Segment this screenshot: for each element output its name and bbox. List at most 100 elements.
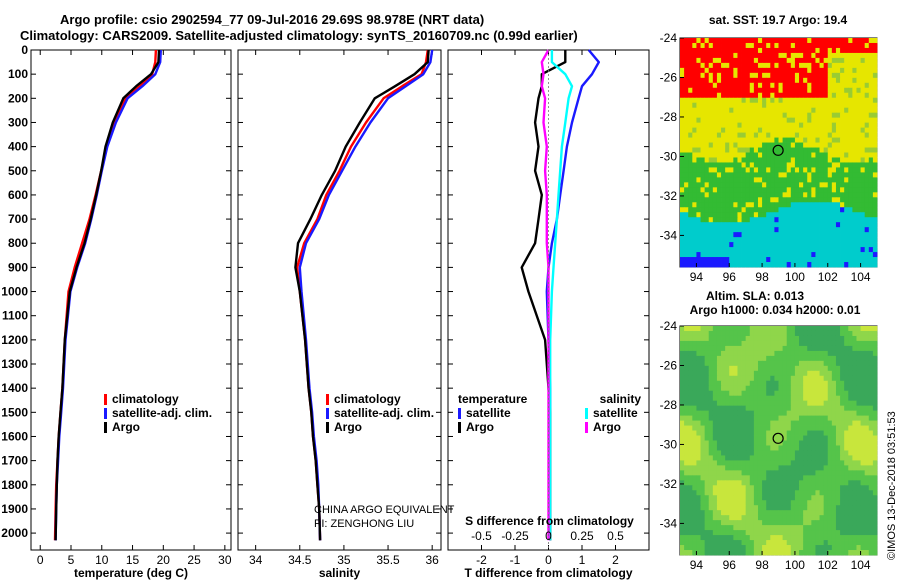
sst-map-cell [778,182,783,188]
sla-map-cell [762,405,767,412]
sla-map-cell [766,340,771,347]
sla-map-cell [844,510,849,516]
sla-map-cell [831,540,837,546]
sla-map-cell [741,510,747,516]
sst-map-cell [872,122,878,129]
sst-map-cell [762,252,767,258]
sla-map-cell [794,470,800,476]
sst-map-cell [688,122,693,129]
sla-map-cell [680,435,685,441]
sla-map-cell [688,390,693,397]
sst-map-cell [790,47,796,54]
sst-map-cell [844,82,849,89]
sst-map-cell [856,132,861,138]
sla-map-cell [721,495,726,501]
sla-map-cell [868,460,874,466]
sst-map-cell [733,177,738,183]
sst-map-cell [803,247,808,253]
sst-map-cell [864,62,870,69]
sla-map-cell [757,350,763,357]
sst-map-cell [737,67,742,74]
sst-map-cell [868,137,874,143]
sla-map-cell [864,525,870,531]
sst-map-cell [778,137,783,143]
sst-map-cell [815,217,820,223]
sla-map-cell [774,340,779,347]
sst-map-cell [766,62,771,69]
sla-map-cell [770,525,775,531]
sst-map-cell [835,97,841,104]
sla-map-cell [737,460,742,466]
sst-map-cell [762,197,767,203]
sla-map-cell [729,365,734,372]
sst-map-cell [868,212,874,218]
sla-map-cell [725,510,730,516]
sla-map-cell [860,350,866,357]
sst-map-cell [803,212,808,218]
sla-map-cell [712,490,718,496]
sla-map-cell [872,455,878,461]
sla-map-cell [799,435,804,441]
sst-map-cell [831,92,837,99]
sla-map-cell [741,550,747,556]
sla-map-cell [688,515,693,521]
sst-map-cell [794,202,800,208]
sla-map-cell [786,335,792,342]
sst-map-cell [811,177,816,183]
sst-map-cell [778,192,783,198]
sst-map-cell [708,182,714,188]
sst-map-cell [692,187,697,193]
sla-map-cell [745,470,751,476]
sla-map-cell [803,400,808,407]
sla-map-cell [872,530,878,536]
sst-map-cell [856,122,861,129]
sla-map-cell [712,385,718,392]
sla-map-cell [868,510,874,516]
sla-map-cell [757,530,763,536]
sst-map-cell [819,147,825,153]
sst-map-cell [807,38,812,44]
sst-map-cell [811,67,816,74]
sst-map-cell [872,62,878,69]
sla-map-cell [872,370,878,377]
sst-map-cell [741,177,747,183]
sla-map-cell [799,340,804,347]
sla-map-cell [848,335,853,342]
sla-map-cell [868,360,874,367]
sst-map-cell [872,132,878,138]
sst-map-cell [827,242,833,248]
sst-map-cell [733,202,738,208]
sst-map-cell [786,122,792,129]
sla-map-cell [733,345,738,352]
sst-map-cell [856,112,861,119]
sla-map-cell [872,515,878,521]
sla-map-cell [848,326,853,332]
sst-map-cell [786,207,792,213]
sst-map-cell [782,147,788,153]
sst-map-cell [696,212,701,218]
sla-map-cell [757,435,763,441]
sla-map-cell [696,510,701,516]
sst-map-cell [790,87,796,94]
sst-map-cell [790,262,796,268]
sst-map-cell [794,192,800,198]
xtick-label: -1 [510,553,521,567]
sst-map-cell [811,52,816,59]
annotation-line: CHINA ARGO EQUIVALENT [314,504,455,516]
sst-map-cell [844,127,849,133]
sla-map-cell [692,455,697,461]
sst-map-cell [721,97,726,104]
sst-map-cell [680,257,685,263]
sla-map-cell [856,365,861,372]
sla-map-cell [835,375,841,382]
sla-map-cell [790,340,796,347]
sst-map-cell [868,52,874,59]
sla-map-cell [782,495,788,501]
sla-map-cell [721,420,726,426]
sla-map-cell [835,335,841,342]
sst-map-cell [704,77,710,84]
sst-map-cell [786,132,792,138]
sla-map-cell [856,380,861,387]
sla-map-cell [753,370,759,377]
sst-map-cell [762,257,767,263]
